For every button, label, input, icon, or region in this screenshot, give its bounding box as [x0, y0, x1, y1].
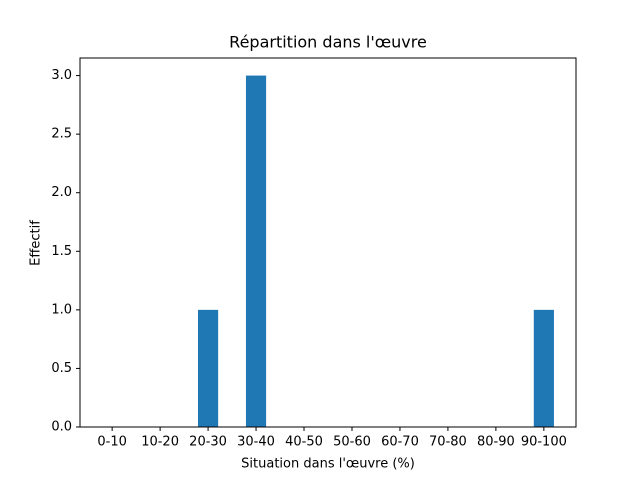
chart-title: Répartition dans l'œuvre	[229, 33, 427, 52]
y-tick-label: 2.0	[51, 185, 72, 200]
y-tick-label: 2.5	[51, 127, 72, 142]
x-tick-label: 0-10	[97, 435, 127, 450]
x-tick-label: 30-40	[237, 435, 275, 450]
plot-frame	[79, 57, 577, 428]
y-axis-label: Effectif	[29, 220, 44, 266]
x-tick-label: 60-70	[381, 435, 419, 450]
y-tick-label: 3.0	[51, 68, 72, 83]
x-tick-label: 40-50	[285, 435, 323, 450]
x-axis-label: Situation dans l'œuvre (%)	[241, 457, 415, 472]
y-tick-label: 0.5	[51, 361, 72, 376]
x-tick-label: 70-80	[429, 435, 467, 450]
x-tick-label: 20-30	[189, 435, 227, 450]
bar	[533, 309, 554, 427]
x-tick-label: 50-60	[333, 435, 371, 450]
bar	[245, 75, 267, 428]
y-tick-label: 1.0	[51, 302, 72, 317]
x-tick-label: 80-90	[477, 435, 515, 450]
y-tick-label: 1.5	[51, 244, 72, 259]
bar	[198, 309, 219, 427]
x-tick-label: 10-20	[141, 435, 179, 450]
y-tick-label: 0.0	[51, 420, 72, 435]
x-tick-label: 90-100	[521, 435, 567, 450]
